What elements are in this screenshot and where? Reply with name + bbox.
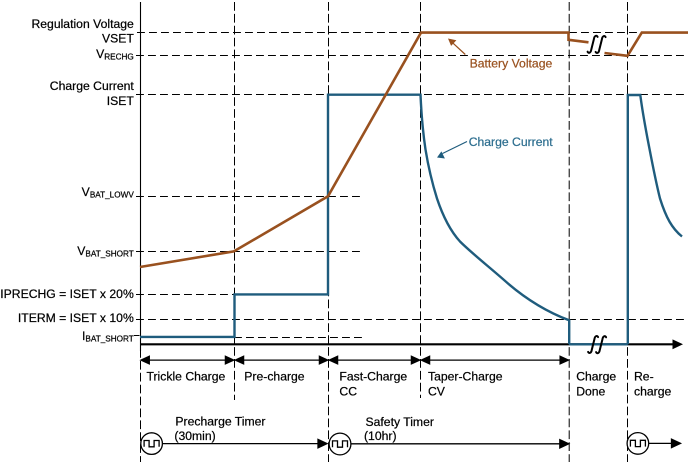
svg-text:Precharge Timer: Precharge Timer — [175, 414, 265, 428]
svg-text:Fast-Charge: Fast-Charge — [339, 370, 407, 384]
svg-text:IPRECHG = ISET x 20%: IPRECHG = ISET x 20% — [0, 287, 134, 301]
svg-text:Charge Current: Charge Current — [50, 79, 135, 93]
svg-text:CV: CV — [428, 384, 446, 398]
svg-text:charge: charge — [634, 384, 671, 398]
svg-text:VSET: VSET — [102, 31, 134, 45]
svg-text:Safety Timer: Safety Timer — [366, 415, 434, 429]
svg-text:ITERM = ISET x 10%: ITERM = ISET x 10% — [18, 311, 134, 325]
svg-text:Done: Done — [576, 384, 605, 398]
svg-text:VBAT_LOWV: VBAT_LOWV — [82, 185, 135, 200]
svg-text:Re-: Re- — [634, 370, 654, 384]
svg-text:VRECHG: VRECHG — [96, 47, 134, 62]
svg-text:Trickle Charge: Trickle Charge — [147, 370, 226, 384]
svg-text:Charge: Charge — [576, 370, 616, 384]
svg-text:Regulation Voltage: Regulation Voltage — [31, 17, 134, 31]
svg-text:(30min): (30min) — [174, 429, 215, 443]
svg-text:Pre-charge: Pre-charge — [244, 370, 305, 384]
svg-text:CC: CC — [339, 384, 357, 398]
svg-text:IBAT_SHORT: IBAT_SHORT — [82, 329, 134, 344]
svg-text:VBAT_SHORT: VBAT_SHORT — [77, 244, 134, 259]
svg-text:(10hr): (10hr) — [364, 429, 397, 443]
svg-text:Charge Current: Charge Current — [469, 135, 554, 149]
svg-text:Taper-Charge: Taper-Charge — [428, 370, 503, 384]
svg-text:Battery Voltage: Battery Voltage — [470, 56, 553, 70]
svg-text:ISET: ISET — [107, 94, 135, 108]
